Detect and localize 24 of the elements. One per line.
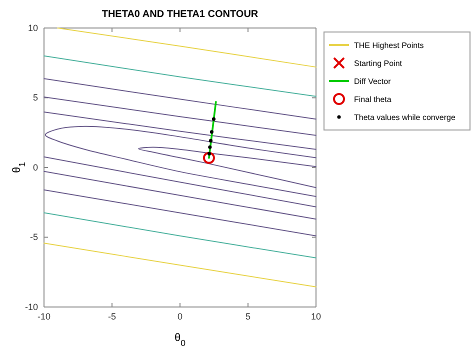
point [202,152,215,164]
y-tick-label: -10 [24,302,38,312]
x-axis-title: θ$_{0}$ [174,332,186,348]
x-tick-label: 0 [177,311,183,322]
legend-label: Final theta [354,95,392,104]
y-tick-label: 0 [32,162,38,172]
point [208,138,213,143]
x-tick-label: 10 [310,311,322,322]
y-tick-label: 5 [32,92,38,103]
point [207,152,212,156]
y-tick-label: 10 [28,22,38,33]
y-tick-label: -5 [30,232,38,242]
legend-label: Starting Point [354,59,403,68]
point [208,145,212,149]
chart-title: THETA0 AND THETA1 CONTOUR [102,9,259,20]
legend-label: Theta values while converge [354,113,456,122]
x-tick-label: -5 [108,311,116,322]
x-tick-label: 5 [245,311,251,322]
point [212,117,216,121]
legend-label: Diff Vector [354,77,392,86]
line-series [138,146,316,188]
point [210,130,214,134]
line-series [44,126,316,198]
legend-label: THE Highest Points [354,41,424,50]
